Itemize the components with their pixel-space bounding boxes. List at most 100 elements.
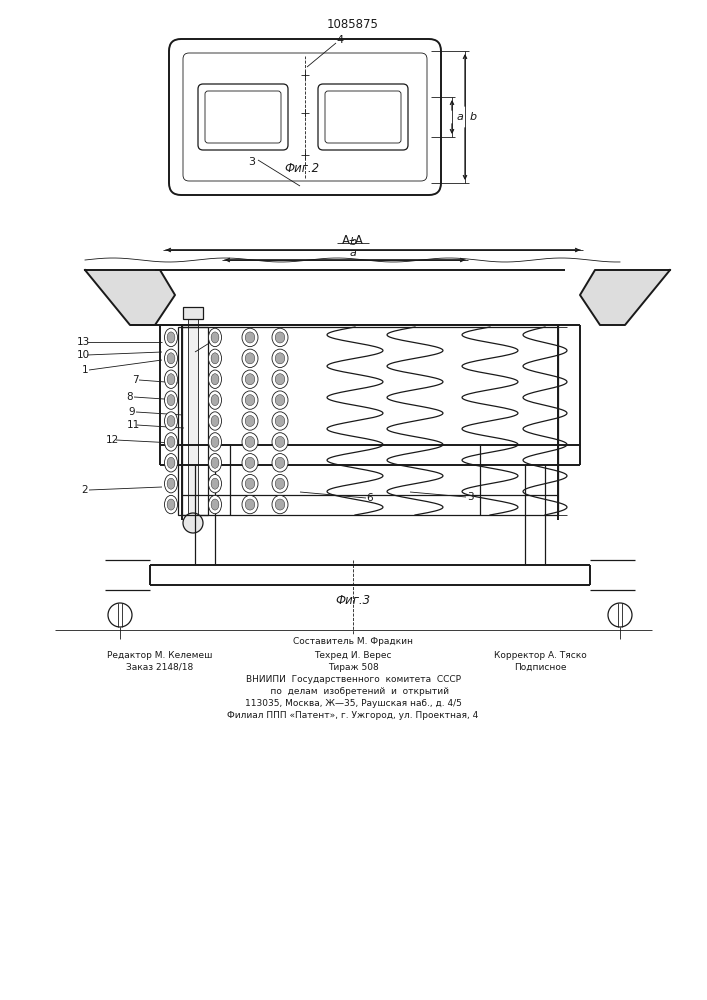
Ellipse shape <box>167 353 175 364</box>
Text: A–A: A–A <box>342 233 364 246</box>
Ellipse shape <box>245 457 255 468</box>
Text: Техред И. Верес: Техред И. Верес <box>314 650 392 660</box>
Text: ВНИИПИ  Государственного  комитета  СССР: ВНИИПИ Государственного комитета СССР <box>245 676 460 684</box>
Ellipse shape <box>165 454 177 472</box>
Circle shape <box>298 148 312 162</box>
Ellipse shape <box>245 374 255 385</box>
Ellipse shape <box>275 457 285 468</box>
Ellipse shape <box>245 332 255 343</box>
Ellipse shape <box>275 332 285 343</box>
Ellipse shape <box>242 454 258 472</box>
FancyBboxPatch shape <box>318 84 408 150</box>
Ellipse shape <box>209 328 221 347</box>
Text: b: b <box>349 237 356 247</box>
Ellipse shape <box>245 499 255 510</box>
FancyBboxPatch shape <box>169 39 441 195</box>
Ellipse shape <box>245 395 255 406</box>
Ellipse shape <box>242 433 258 451</box>
Text: Редактор М. Келемеш: Редактор М. Келемеш <box>107 650 213 660</box>
Ellipse shape <box>275 374 285 385</box>
Text: 8: 8 <box>127 392 134 402</box>
Ellipse shape <box>272 412 288 430</box>
Ellipse shape <box>167 457 175 468</box>
Ellipse shape <box>211 332 219 343</box>
Ellipse shape <box>272 349 288 368</box>
Text: 6: 6 <box>367 493 373 503</box>
FancyBboxPatch shape <box>198 84 288 150</box>
Ellipse shape <box>272 370 288 388</box>
Text: Тираж 508: Тираж 508 <box>327 662 378 672</box>
Ellipse shape <box>165 370 177 388</box>
Ellipse shape <box>211 374 219 385</box>
Text: 3: 3 <box>467 492 473 502</box>
Ellipse shape <box>167 332 175 343</box>
Ellipse shape <box>211 499 219 510</box>
Text: по  делам  изобретений  и  открытий: по делам изобретений и открытий <box>257 688 450 696</box>
Ellipse shape <box>165 433 177 451</box>
Ellipse shape <box>272 391 288 409</box>
Ellipse shape <box>275 499 285 510</box>
Ellipse shape <box>209 454 221 472</box>
Text: 3: 3 <box>248 157 255 167</box>
Ellipse shape <box>242 370 258 388</box>
Text: 7: 7 <box>132 375 139 385</box>
Ellipse shape <box>211 415 219 427</box>
Ellipse shape <box>211 436 219 447</box>
Ellipse shape <box>242 474 258 493</box>
Ellipse shape <box>167 395 175 406</box>
Ellipse shape <box>167 436 175 447</box>
Ellipse shape <box>272 328 288 347</box>
Ellipse shape <box>165 391 177 409</box>
Text: 5: 5 <box>211 337 218 347</box>
Text: 9: 9 <box>129 407 135 417</box>
Ellipse shape <box>242 412 258 430</box>
Ellipse shape <box>167 374 175 385</box>
Text: a: a <box>457 112 463 122</box>
Text: 10: 10 <box>76 350 90 360</box>
Ellipse shape <box>272 433 288 451</box>
Ellipse shape <box>275 478 285 489</box>
Bar <box>183 307 203 319</box>
Text: Корректор А. Тяско: Корректор А. Тяско <box>493 650 586 660</box>
Ellipse shape <box>209 412 221 430</box>
Ellipse shape <box>245 478 255 489</box>
Ellipse shape <box>209 495 221 514</box>
Polygon shape <box>85 270 175 325</box>
Ellipse shape <box>165 328 177 347</box>
Bar <box>188 317 198 520</box>
Text: 12: 12 <box>105 435 119 445</box>
Ellipse shape <box>209 349 221 368</box>
Text: Составитель М. Фрадкин: Составитель М. Фрадкин <box>293 638 413 647</box>
Ellipse shape <box>211 457 219 468</box>
Ellipse shape <box>167 478 175 489</box>
Ellipse shape <box>275 436 285 447</box>
Text: 11: 11 <box>127 420 139 430</box>
Ellipse shape <box>245 415 255 427</box>
Ellipse shape <box>211 353 219 364</box>
Ellipse shape <box>165 412 177 430</box>
Ellipse shape <box>272 474 288 493</box>
Ellipse shape <box>211 478 219 489</box>
Text: 113035, Москва, Ж—35, Раушская наб., д. 4/5: 113035, Москва, Ж—35, Раушская наб., д. … <box>245 700 462 708</box>
Text: 4: 4 <box>337 35 344 45</box>
Ellipse shape <box>272 454 288 472</box>
Text: 1085875: 1085875 <box>327 17 379 30</box>
Circle shape <box>183 513 203 533</box>
Circle shape <box>298 68 312 82</box>
Ellipse shape <box>242 495 258 514</box>
Text: Подписное: Подписное <box>514 662 566 672</box>
Ellipse shape <box>242 349 258 368</box>
Ellipse shape <box>165 349 177 368</box>
Ellipse shape <box>245 436 255 447</box>
Ellipse shape <box>209 370 221 388</box>
Ellipse shape <box>275 415 285 427</box>
Circle shape <box>299 107 311 119</box>
Ellipse shape <box>211 395 219 406</box>
Ellipse shape <box>209 474 221 493</box>
Text: Фиг.3: Фиг.3 <box>335 593 370 606</box>
Text: Фиг.2: Фиг.2 <box>284 161 320 174</box>
Ellipse shape <box>275 353 285 364</box>
Ellipse shape <box>209 391 221 409</box>
Bar <box>178 327 208 515</box>
Text: 2: 2 <box>82 485 88 495</box>
